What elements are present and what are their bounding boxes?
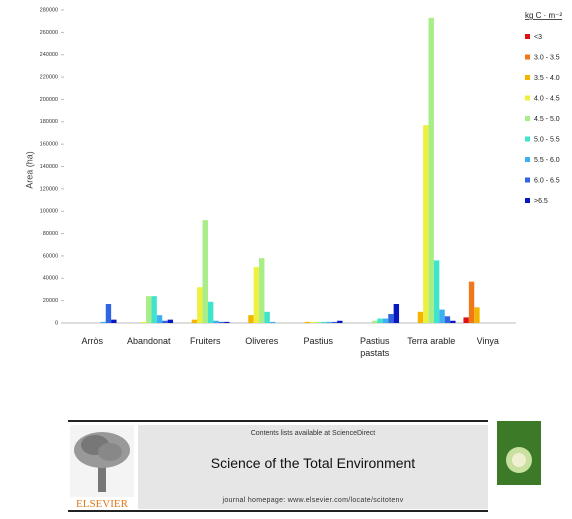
bar bbox=[191, 319, 198, 323]
bar bbox=[140, 321, 147, 323]
journal-homepage: journal homepage: www.elsevier.com/locat… bbox=[222, 497, 404, 504]
bar bbox=[100, 321, 106, 323]
bar bbox=[326, 321, 332, 323]
y-tick-label: 180000 bbox=[40, 119, 58, 125]
y-tick-label: 240000 bbox=[40, 52, 58, 58]
bar bbox=[202, 220, 208, 323]
journal-cover bbox=[497, 421, 541, 485]
header-contents: Contents lists available at ScienceDirec… bbox=[250, 430, 376, 437]
bar bbox=[269, 321, 276, 323]
x-tick-label: Terra arable bbox=[407, 336, 456, 346]
x-tick-label: Pastius bbox=[303, 336, 333, 346]
bar bbox=[450, 320, 456, 323]
bar bbox=[105, 303, 112, 323]
bar bbox=[259, 258, 265, 323]
y-tick-label: 100000 bbox=[40, 209, 58, 215]
bar bbox=[264, 311, 270, 323]
y-tick-label: 260000 bbox=[40, 30, 58, 36]
publisher-logo bbox=[70, 425, 134, 497]
bar bbox=[197, 287, 203, 323]
bar bbox=[320, 321, 327, 323]
header-box bbox=[138, 425, 488, 509]
journal-title: Science of the Total Environment bbox=[210, 455, 416, 471]
bar bbox=[444, 316, 451, 323]
legend-swatch bbox=[525, 75, 530, 80]
bar bbox=[304, 321, 311, 323]
bar bbox=[377, 318, 383, 323]
bar bbox=[331, 321, 338, 323]
bar bbox=[156, 315, 163, 323]
bar bbox=[111, 319, 117, 323]
legend-label: <3 bbox=[534, 34, 542, 41]
y-axis-label: Area (ha) bbox=[24, 151, 34, 189]
bar bbox=[372, 320, 378, 323]
bar bbox=[213, 320, 219, 323]
legend-label: >6.5 bbox=[534, 198, 548, 205]
y-tick-label: 20000 bbox=[43, 298, 58, 304]
legend-swatch bbox=[525, 198, 530, 203]
bar bbox=[468, 281, 475, 323]
bar bbox=[382, 318, 389, 323]
x-tick-label: Vinya bbox=[476, 336, 499, 346]
legend-label: 5.5 - 6.0 bbox=[534, 157, 560, 164]
bar bbox=[218, 321, 225, 323]
bar bbox=[151, 296, 157, 323]
y-tick-label: 200000 bbox=[40, 97, 58, 103]
bar bbox=[337, 320, 343, 323]
legend-swatch bbox=[525, 95, 530, 101]
bar bbox=[439, 309, 445, 323]
bar bbox=[162, 320, 168, 323]
y-tick-label: 120000 bbox=[40, 186, 58, 192]
legend-swatch bbox=[525, 177, 530, 183]
legend-label: 4.0 - 4.5 bbox=[534, 95, 560, 102]
bar bbox=[253, 267, 260, 323]
y-tick-label: 0 bbox=[55, 320, 58, 326]
bar bbox=[224, 321, 230, 323]
bar bbox=[146, 296, 152, 323]
legend-swatch bbox=[525, 116, 530, 121]
y-tick-label: 220000 bbox=[40, 75, 58, 81]
bar bbox=[167, 319, 174, 323]
bar bbox=[388, 314, 394, 323]
bar bbox=[423, 125, 429, 323]
x-tick-label: Oliveres bbox=[245, 336, 279, 346]
legend-swatch bbox=[525, 157, 530, 162]
legend-label: 5.0 - 5.5 bbox=[534, 136, 560, 143]
x-tick-label: Arròs bbox=[81, 336, 103, 346]
y-tick-label: 160000 bbox=[40, 142, 58, 148]
bar bbox=[248, 315, 254, 323]
bar bbox=[474, 307, 480, 323]
y-tick-label: 140000 bbox=[40, 164, 58, 170]
legend-label: 4.5 - 5.0 bbox=[534, 116, 560, 123]
bar bbox=[393, 303, 400, 323]
legend-swatch bbox=[525, 54, 530, 60]
bar bbox=[463, 317, 469, 323]
x-tick-label: Abandonat bbox=[126, 336, 171, 346]
y-tick-label: 60000 bbox=[43, 253, 58, 259]
legend-label: 3.5 - 4.0 bbox=[534, 75, 560, 82]
bar bbox=[310, 321, 316, 323]
legend-label: 6.0 - 6.5 bbox=[534, 177, 560, 184]
publisher-name: ELSEVIER bbox=[76, 498, 128, 510]
bar bbox=[428, 17, 434, 323]
x-tick-label: Fruiters bbox=[189, 336, 221, 346]
legend-title: kg C · m⁻² bbox=[525, 11, 562, 20]
bar bbox=[417, 311, 424, 323]
x-tick-label: Pastius pastats bbox=[359, 336, 390, 358]
y-tick-label: 280000 bbox=[40, 7, 58, 13]
legend-swatch bbox=[525, 136, 530, 142]
bar bbox=[207, 301, 214, 323]
legend-label: 3.0 - 3.5 bbox=[534, 54, 560, 61]
bar bbox=[315, 321, 321, 323]
y-tick-label: 40000 bbox=[43, 276, 58, 282]
legend-swatch bbox=[525, 34, 530, 39]
y-tick-label: 80000 bbox=[43, 231, 58, 237]
bar bbox=[433, 260, 440, 323]
